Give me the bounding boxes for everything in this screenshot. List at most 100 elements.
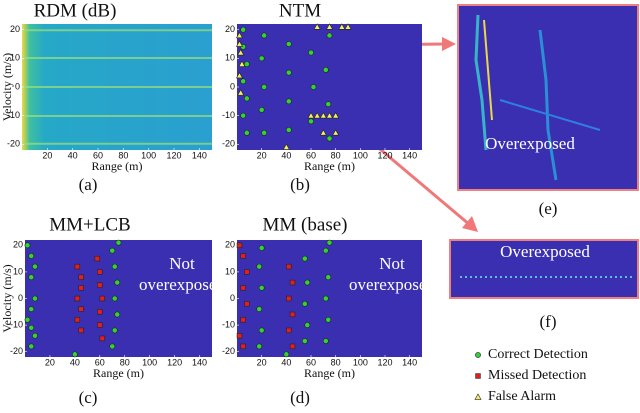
detection [236, 242, 243, 249]
detection [243, 61, 250, 67]
detection [332, 129, 340, 136]
x-tick-label: 20 [257, 357, 267, 367]
detection [240, 317, 246, 323]
detection [32, 295, 38, 302]
detection [97, 282, 103, 288]
x-tick-label: 100 [141, 150, 156, 160]
x-tick-label: 100 [353, 150, 368, 160]
y-tick-label: 20 [13, 240, 23, 250]
detection [240, 253, 246, 259]
detection [237, 49, 245, 56]
plot-area [25, 240, 212, 357]
y-tick-label: -10 [222, 110, 235, 120]
detection [240, 112, 247, 119]
panel-title: RDM (dB) [34, 0, 117, 21]
x-tick-label: 40 [281, 357, 291, 367]
detection [313, 112, 321, 119]
detection [114, 279, 121, 286]
detection [243, 95, 250, 102]
legend-label: False Alarm [488, 389, 556, 404]
y-tick-label: 0 [15, 81, 20, 91]
x-tick-label: 40 [70, 357, 80, 367]
x-tick-label: 140 [402, 150, 417, 160]
x-tick-label: 80 [331, 357, 341, 367]
detection [94, 255, 101, 262]
zoom-label: Overexposed [485, 134, 575, 153]
detection [243, 129, 250, 136]
detection [319, 112, 327, 119]
panel-title: MM+LCB [49, 214, 130, 235]
x-tick-label: 60 [93, 150, 103, 160]
y-tick-label: 0 [18, 293, 23, 303]
x-tick-label: 140 [192, 150, 207, 160]
x-tick-label: 80 [331, 150, 341, 160]
detection [74, 295, 81, 302]
x-tick-label: 40 [281, 150, 291, 160]
detection [313, 23, 321, 30]
y-axis-label: Velocity (m/s) [0, 53, 14, 121]
detection [261, 32, 268, 39]
detection [235, 31, 243, 39]
detection [289, 343, 296, 350]
detection [285, 69, 292, 76]
detection [238, 60, 246, 67]
x-tick-label: 140 [192, 357, 207, 367]
detection [325, 316, 332, 323]
detection [307, 112, 315, 119]
detection [310, 84, 317, 90]
detection [322, 295, 329, 302]
detection [99, 335, 105, 342]
panel-caption: (c) [79, 388, 98, 407]
detection [258, 284, 265, 291]
arrow-head [442, 37, 456, 51]
detection [322, 338, 329, 344]
detection [109, 247, 116, 254]
detection [258, 55, 265, 62]
x-tick-label: 100 [142, 357, 157, 367]
detection [74, 263, 81, 270]
annotation: overexposed [349, 275, 435, 294]
y-tick-label: 0 [230, 81, 235, 91]
detection [28, 324, 35, 331]
detection [28, 274, 35, 281]
detection [322, 247, 329, 254]
x-axis-label: Range (m) [93, 366, 144, 380]
y-axis-label: Velocity (m/s) [0, 264, 14, 332]
y-tick-label: 10 [10, 53, 20, 63]
detection [78, 274, 84, 280]
x-tick-label: 120 [166, 150, 181, 160]
x-axis-label: Range (m) [304, 159, 355, 173]
detection [332, 112, 340, 119]
zoom-caption: (e) [539, 199, 558, 218]
detection [74, 317, 81, 323]
x-tick-label: 20 [257, 150, 267, 160]
detection [285, 41, 292, 47]
detection [244, 301, 250, 307]
y-tick-label: -10 [7, 110, 20, 120]
detection [325, 101, 332, 108]
detection [261, 84, 268, 90]
detection [28, 306, 35, 313]
detection [301, 255, 308, 262]
zoom-e-streaks [474, 14, 601, 181]
detection [308, 49, 314, 56]
annotation: overexposed [139, 275, 225, 294]
y-tick-label: 10 [13, 266, 23, 276]
detection [78, 285, 84, 291]
y-tick-label: -20 [222, 139, 235, 149]
detection [237, 89, 245, 96]
detection [258, 245, 265, 251]
x-axis-label: Range (m) [304, 366, 355, 380]
detection [111, 295, 118, 302]
detection [114, 311, 121, 318]
detection [28, 343, 35, 350]
y-tick-label: 0 [230, 293, 235, 303]
y-tick-label: 20 [225, 24, 235, 34]
panel-title: MM (base) [263, 214, 348, 235]
detection [99, 295, 105, 302]
detection [285, 127, 292, 133]
x-tick-label: 100 [353, 357, 368, 367]
x-tick-label: 120 [167, 357, 182, 367]
annotation: Not [169, 254, 195, 273]
plot-area [237, 240, 422, 357]
